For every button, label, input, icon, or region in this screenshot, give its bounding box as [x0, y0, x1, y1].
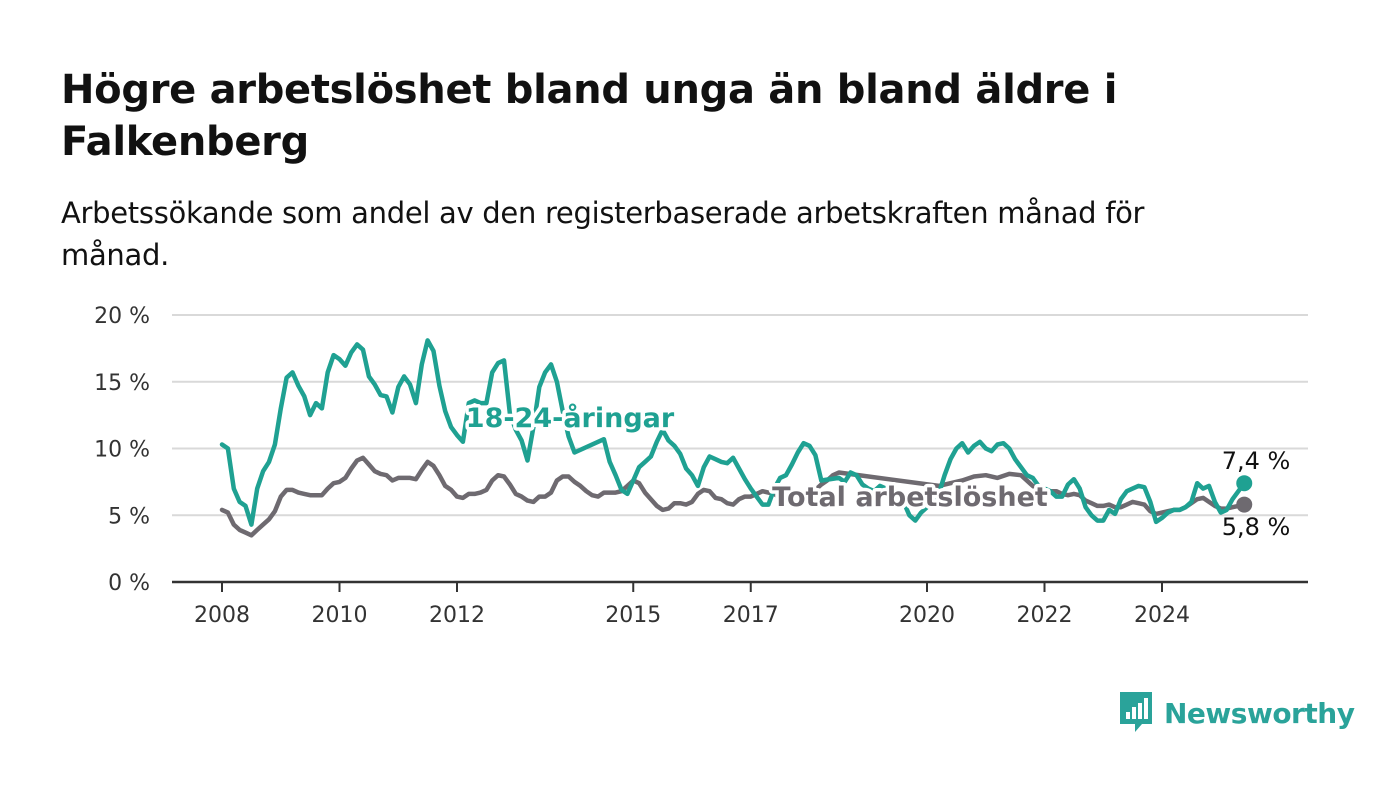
x-tick-label: 2008: [194, 603, 250, 628]
y-tick-label: 20 %: [94, 304, 150, 329]
series-line-youth: [219, 338, 1247, 527]
series-lines: [219, 338, 1253, 538]
newsworthy-logo-icon: [1120, 692, 1152, 732]
x-tick-label: 2012: [429, 603, 485, 628]
x-tick-label: 2017: [723, 603, 779, 628]
y-tick-label: 10 %: [94, 438, 150, 463]
brand-name: Newsworthy: [1164, 696, 1355, 730]
x-tick-label: 2022: [1017, 603, 1073, 628]
y-axis-tick-labels: 0 % 5 % 10 % 15 % 20 %: [94, 304, 150, 596]
end-value-label-total: 5,8 %: [1222, 513, 1291, 541]
end-value-label-youth: 7,4 %: [1222, 447, 1291, 475]
series-label-youth: 18-24-åringar: [466, 402, 675, 434]
x-axis-tick-labels: 2008 2010 2012 2015 2017 2020 2022 2024: [194, 582, 1190, 628]
newsworthy-brand: Newsworthy: [1118, 690, 1355, 736]
series-end-point-youth: [1236, 475, 1253, 492]
gridlines: [172, 314, 1308, 517]
series-label-total: Total arbetslöshet: [772, 482, 1048, 513]
x-tick-label: 2020: [899, 603, 955, 628]
series-end-point-total: [1236, 496, 1253, 513]
y-tick-label: 15 %: [94, 371, 150, 396]
series-line-total: [219, 455, 1247, 538]
y-tick-label: 0 %: [108, 571, 150, 596]
y-tick-label: 5 %: [108, 504, 150, 529]
series-labels: 18-24-åringar Total arbetslöshet 7,4 % 5,8 …: [462, 399, 1291, 542]
x-tick-label: 2015: [605, 603, 661, 628]
chart-title: Högre arbetslöshet bland unga än bland ä…: [61, 67, 1118, 165]
x-tick-label: 2010: [312, 603, 368, 628]
x-tick-label: 2024: [1134, 603, 1190, 628]
chart-subtitle: Arbetssökande som andel av den registerb…: [61, 196, 1145, 272]
